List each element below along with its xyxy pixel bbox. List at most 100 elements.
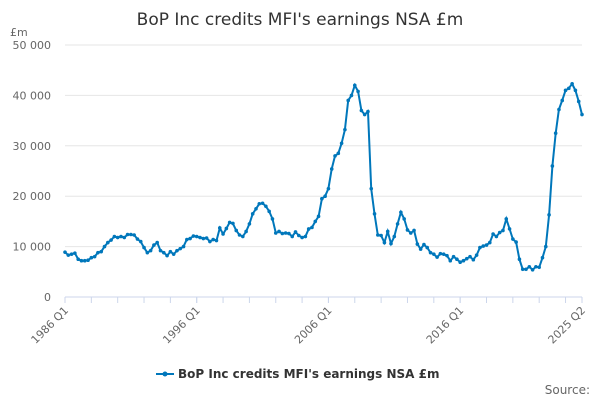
data-point[interactable] <box>119 234 123 239</box>
data-point[interactable] <box>441 252 446 256</box>
data-point[interactable] <box>79 258 84 263</box>
data-point[interactable] <box>323 194 327 198</box>
data-point[interactable] <box>553 131 558 135</box>
data-point[interactable] <box>392 234 397 239</box>
data-point[interactable] <box>507 227 512 231</box>
data-point[interactable] <box>339 141 344 146</box>
data-point[interactable] <box>198 235 202 240</box>
data-point[interactable] <box>511 237 515 241</box>
data-point[interactable] <box>464 256 469 261</box>
data-point[interactable] <box>412 228 416 233</box>
data-point[interactable] <box>576 99 581 104</box>
data-point[interactable] <box>329 167 334 171</box>
data-point[interactable] <box>408 231 413 235</box>
data-point[interactable] <box>201 236 206 241</box>
data-point[interactable] <box>178 246 183 251</box>
data-point[interactable] <box>333 154 337 158</box>
data-point[interactable] <box>227 220 232 225</box>
data-point[interactable] <box>211 237 215 242</box>
data-point[interactable] <box>399 210 403 215</box>
data-point[interactable] <box>494 234 499 239</box>
data-point[interactable] <box>112 234 117 239</box>
data-point[interactable] <box>247 222 252 226</box>
data-point[interactable] <box>320 196 324 201</box>
data-point[interactable] <box>487 240 492 245</box>
data-point[interactable] <box>369 186 374 191</box>
data-point[interactable] <box>260 201 265 206</box>
data-point[interactable] <box>264 204 268 209</box>
data-point[interactable] <box>448 258 453 263</box>
data-point[interactable] <box>372 212 377 216</box>
data-point[interactable] <box>63 250 67 254</box>
data-point[interactable] <box>530 267 535 272</box>
data-point[interactable] <box>129 232 133 237</box>
data-point[interactable] <box>468 254 472 259</box>
data-point[interactable] <box>336 151 341 156</box>
data-point[interactable] <box>277 229 281 234</box>
legend[interactable]: BoP Inc credits MFI's earnings NSA £m <box>156 367 439 381</box>
data-point[interactable] <box>217 226 222 230</box>
data-point[interactable] <box>102 244 107 249</box>
data-point[interactable] <box>438 251 443 256</box>
data-point[interactable] <box>66 253 71 257</box>
data-point[interactable] <box>313 219 318 224</box>
data-point[interactable] <box>290 234 295 239</box>
data-point[interactable] <box>376 233 380 237</box>
data-point[interactable] <box>497 230 502 235</box>
data-point[interactable] <box>181 244 186 249</box>
data-point[interactable] <box>191 234 196 238</box>
data-point[interactable] <box>379 233 383 238</box>
data-point[interactable] <box>158 248 163 253</box>
data-point[interactable] <box>478 245 482 250</box>
data-point[interactable] <box>395 222 400 226</box>
data-point[interactable] <box>428 250 433 255</box>
data-point[interactable] <box>188 236 192 241</box>
data-point[interactable] <box>92 254 97 259</box>
data-point[interactable] <box>115 235 120 240</box>
data-point[interactable] <box>132 233 136 237</box>
data-point[interactable] <box>343 127 347 132</box>
data-point[interactable] <box>362 112 367 117</box>
data-point[interactable] <box>405 228 410 232</box>
data-point[interactable] <box>82 258 87 263</box>
data-point[interactable] <box>471 257 476 262</box>
data-point[interactable] <box>168 249 173 254</box>
data-point[interactable] <box>244 229 248 234</box>
data-point[interactable] <box>194 234 199 239</box>
data-point[interactable] <box>171 252 176 256</box>
data-point[interactable] <box>257 201 262 206</box>
data-point[interactable] <box>432 252 436 256</box>
data-point[interactable] <box>435 255 439 259</box>
data-point[interactable] <box>231 221 235 226</box>
data-point[interactable] <box>352 83 357 88</box>
data-point[interactable] <box>204 236 209 240</box>
data-point[interactable] <box>76 257 80 262</box>
data-point[interactable] <box>563 88 568 93</box>
data-point[interactable] <box>402 217 406 221</box>
data-point[interactable] <box>389 241 393 246</box>
data-point[interactable] <box>99 249 104 254</box>
data-point[interactable] <box>326 186 331 191</box>
data-point[interactable] <box>106 240 110 245</box>
data-point[interactable] <box>237 233 242 237</box>
data-point[interactable] <box>142 245 146 250</box>
data-point[interactable] <box>356 89 360 94</box>
data-point[interactable] <box>155 240 160 245</box>
data-point[interactable] <box>547 213 551 217</box>
data-point[interactable] <box>537 265 541 270</box>
data-point[interactable] <box>517 257 522 262</box>
data-point[interactable] <box>273 231 278 235</box>
data-point[interactable] <box>451 254 456 259</box>
data-point[interactable] <box>557 107 561 112</box>
data-point[interactable] <box>514 240 518 244</box>
data-point[interactable] <box>125 232 130 237</box>
data-point[interactable] <box>152 243 156 247</box>
data-point[interactable] <box>445 253 449 258</box>
data-point[interactable] <box>310 225 314 230</box>
data-point[interactable] <box>234 228 239 233</box>
data-point[interactable] <box>208 239 212 244</box>
data-point[interactable] <box>221 232 225 236</box>
data-point[interactable] <box>570 82 574 86</box>
data-point[interactable] <box>455 257 459 262</box>
data-point[interactable] <box>280 231 285 236</box>
